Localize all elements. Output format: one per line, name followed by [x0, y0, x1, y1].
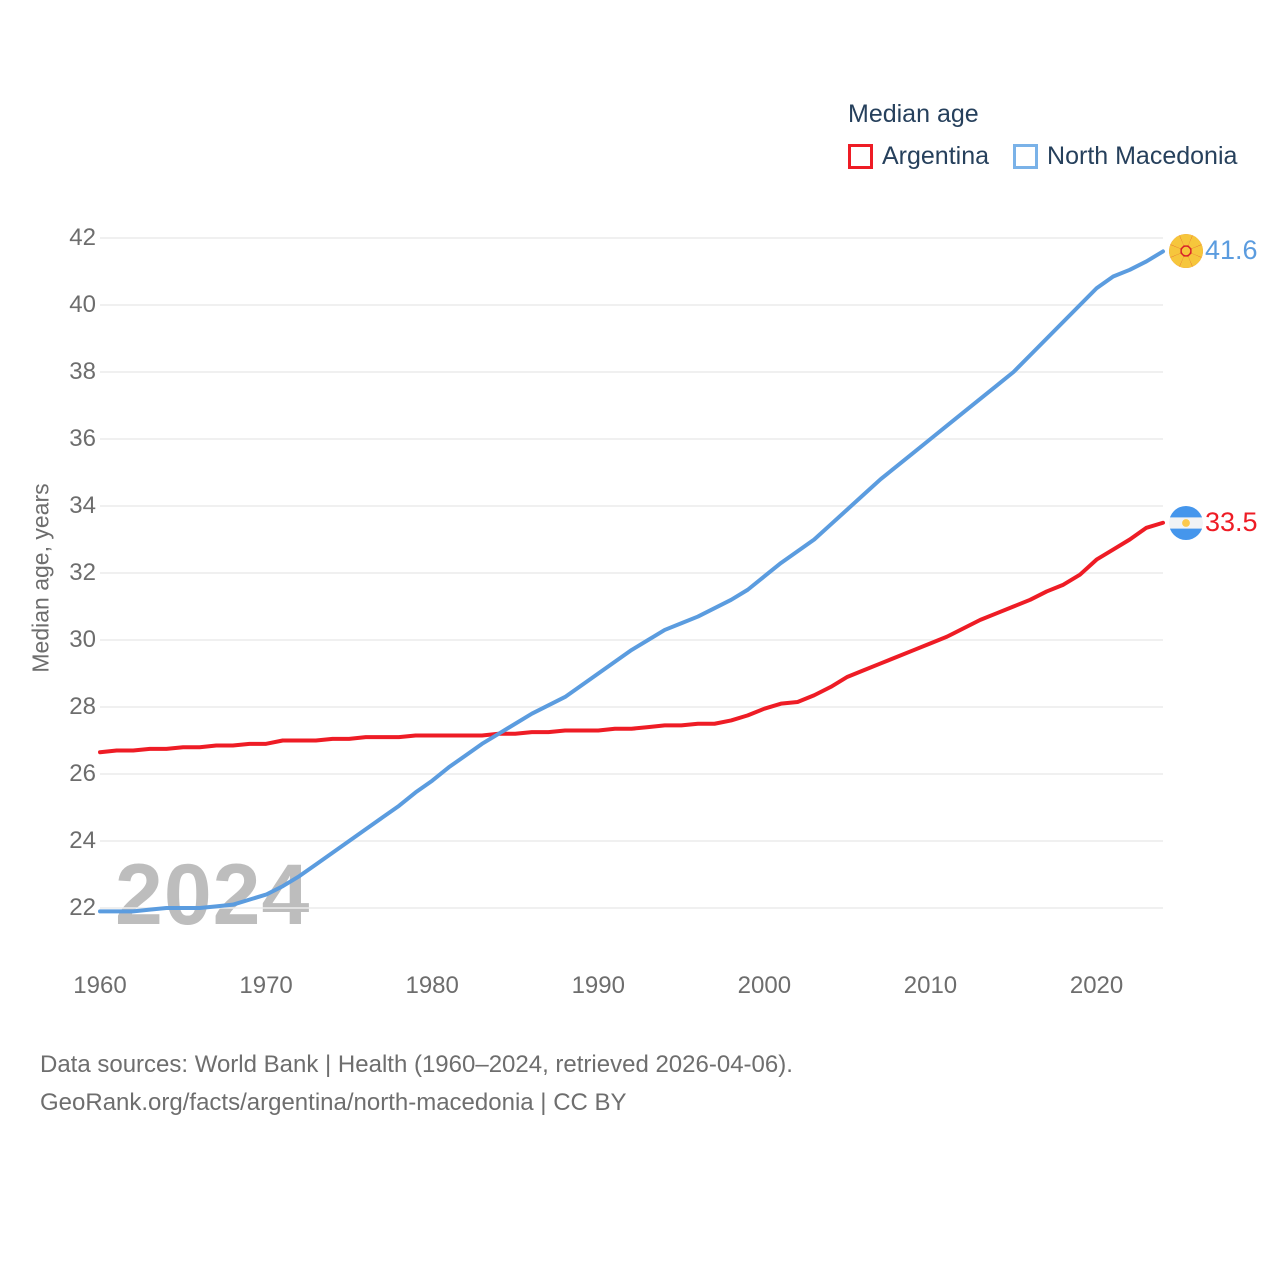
legend-label-north-macedonia: North Macedonia [1047, 142, 1238, 170]
legend-label-argentina: Argentina [882, 142, 990, 170]
legend-items: Argentina North Macedonia [848, 142, 1237, 171]
argentina-line [98, 520, 1165, 755]
y-tick-label: 26 [69, 760, 96, 787]
y-tick-label: 24 [69, 827, 96, 854]
legend-item-argentina[interactable]: Argentina [848, 142, 989, 171]
argentina-end-value: 33.5 [1205, 506, 1258, 537]
footer-data-sources: Data sources: World Bank | Health (1960–… [40, 1051, 793, 1078]
series-lines [98, 249, 1165, 914]
x-tick-label: 2020 [1069, 972, 1124, 999]
north-macedonia-series-swatch-icon [1013, 144, 1039, 169]
y-tick-label: 34 [69, 492, 96, 519]
legend: Median age Argentina North Macedonia [848, 100, 1237, 171]
y-tick-label: 42 [69, 224, 96, 251]
x-tick-label: 1960 [73, 972, 127, 999]
north-macedonia-flag-icon [1169, 234, 1203, 269]
y-tick-label: 22 [69, 894, 96, 921]
legend-item-north-macedonia[interactable]: North Macedonia [1013, 142, 1237, 171]
argentina-series-swatch-icon [848, 144, 873, 169]
x-tick-label: 2010 [903, 972, 958, 999]
y-tick-label: 30 [69, 626, 96, 653]
y-tick-label: 40 [69, 291, 96, 318]
north-macedonia-end-value: 41.6 [1205, 235, 1258, 266]
y-tick-label: 28 [69, 693, 96, 720]
x-tick-label: 1970 [239, 972, 293, 999]
x-tick-label: 1980 [405, 972, 459, 999]
gridlines [100, 237, 1163, 909]
y-tick-label: 38 [69, 358, 96, 385]
footer-source-link[interactable]: GeoRank.org/facts/argentina/north-macedo… [40, 1089, 627, 1116]
footer: Data sources: World Bank | Health (1960–… [40, 1046, 793, 1122]
legend-title: Median age [848, 100, 979, 128]
watermark-year: 2024 [115, 847, 311, 943]
north-macedonia-line [98, 249, 1165, 914]
y-tick-label: 36 [69, 425, 96, 452]
x-tick-label: 1990 [571, 972, 625, 999]
argentina-flag-icon [1169, 505, 1203, 540]
y-tick-label: 32 [69, 559, 96, 586]
x-tick-label: 2000 [737, 972, 792, 999]
